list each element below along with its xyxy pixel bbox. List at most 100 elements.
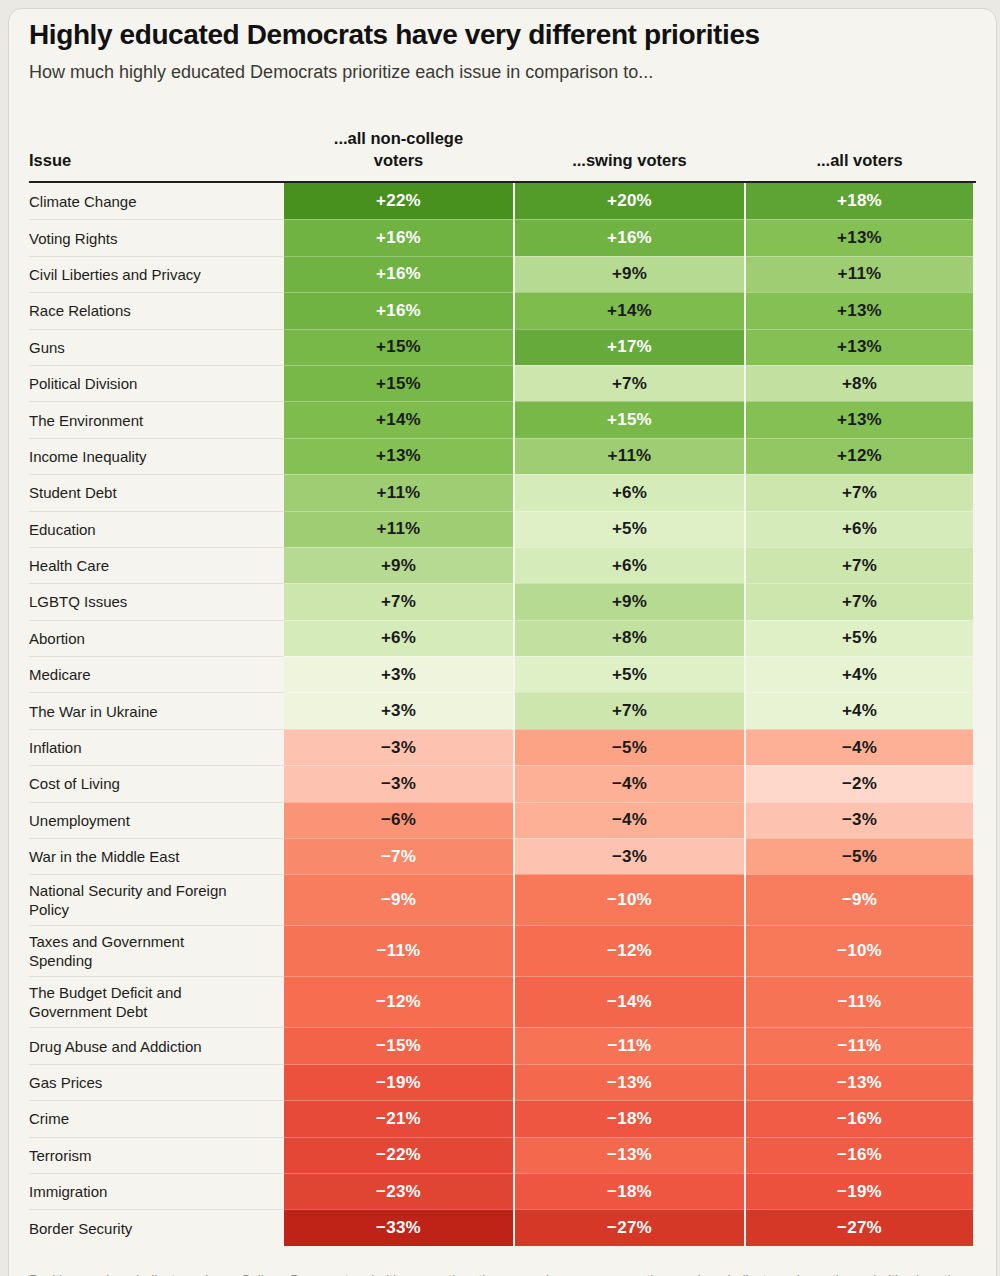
heatmap-cell: −7%: [284, 838, 513, 874]
heatmap-cell: −10%: [746, 925, 973, 976]
heatmap-cell: −4%: [515, 765, 744, 801]
heatmap-cell: −3%: [284, 765, 513, 801]
table-row: Gas Prices−19%−13%−13%: [29, 1064, 976, 1100]
table-row: Political Division+15%+7%+8%: [29, 365, 976, 401]
heatmap-cell: −10%: [515, 874, 744, 925]
heatmap-cell: −13%: [515, 1137, 744, 1173]
table-row: Taxes and Government Spending−11%−12%−10…: [29, 925, 976, 976]
column-header-swing: ...swing voters: [515, 149, 744, 171]
issue-label: Drug Abuse and Addiction: [29, 1027, 284, 1063]
heatmap-cell: +16%: [284, 292, 513, 328]
table-row: National Security and Foreign Policy−9%−…: [29, 874, 976, 925]
chart-title: Highly educated Democrats have very diff…: [29, 19, 976, 51]
column-header-issue: Issue: [29, 149, 284, 171]
heatmap-cell: −18%: [515, 1173, 744, 1209]
heatmap-cell: +7%: [746, 547, 973, 583]
issue-label: Inflation: [29, 729, 284, 765]
table-row: Abortion+6%+8%+5%: [29, 620, 976, 656]
heatmap-cell: +7%: [746, 583, 973, 619]
table-row: The Budget Deficit and Government Debt−1…: [29, 976, 976, 1027]
issue-label: Climate Change: [29, 183, 284, 219]
heatmap-cell: +16%: [284, 256, 513, 292]
heatmap-cell: +5%: [746, 620, 973, 656]
heatmap-cell: −11%: [746, 976, 973, 1027]
issue-label: National Security and Foreign Policy: [29, 874, 284, 925]
heatmap-cell: +12%: [746, 438, 973, 474]
issue-label: The War in Ukraine: [29, 692, 284, 728]
table-row: Health Care+9%+6%+7%: [29, 547, 976, 583]
heatmap-table: Issue ...all non-college voters ...swing…: [29, 127, 976, 1246]
issue-label: Gas Prices: [29, 1064, 284, 1100]
heatmap-cell: −11%: [515, 1027, 744, 1063]
heatmap-cell: +9%: [515, 583, 744, 619]
heatmap-cell: −18%: [515, 1100, 744, 1136]
heatmap-cell: +11%: [284, 511, 513, 547]
table-header-row: Issue ...all non-college voters ...swing…: [29, 127, 976, 181]
heatmap-cell: −5%: [746, 838, 973, 874]
issue-label: The Budget Deficit and Government Debt: [29, 976, 284, 1027]
heatmap-cell: +9%: [515, 256, 744, 292]
heatmap-cell: +14%: [284, 401, 513, 437]
issue-label: LGBTQ Issues: [29, 583, 284, 619]
footnote: Positive numbers indicate an issue Colle…: [29, 1272, 976, 1276]
heatmap-cell: −15%: [284, 1027, 513, 1063]
heatmap-cell: −19%: [284, 1064, 513, 1100]
heatmap-cell: +13%: [284, 438, 513, 474]
heatmap-cell: +13%: [746, 401, 973, 437]
issue-label: Race Relations: [29, 292, 284, 328]
issue-label: Income Inequality: [29, 438, 284, 474]
issue-label: Political Division: [29, 365, 284, 401]
heatmap-cell: +17%: [515, 329, 744, 365]
issue-label: Crime: [29, 1100, 284, 1136]
issue-label: War in the Middle East: [29, 838, 284, 874]
heatmap-cell: +13%: [746, 219, 973, 255]
heatmap-cell: +11%: [515, 438, 744, 474]
table-row: Income Inequality+13%+11%+12%: [29, 438, 976, 474]
heatmap-cell: −13%: [746, 1064, 973, 1100]
heatmap-cell: +8%: [746, 365, 973, 401]
heatmap-cell: +7%: [515, 365, 744, 401]
heatmap-cell: −19%: [746, 1173, 973, 1209]
heatmap-cell: −27%: [515, 1209, 744, 1245]
heatmap-cell: −5%: [515, 729, 744, 765]
heatmap-cell: +22%: [284, 183, 513, 219]
issue-label: Border Security: [29, 1209, 284, 1245]
heatmap-cell: +4%: [746, 656, 973, 692]
heatmap-cell: −9%: [284, 874, 513, 925]
heatmap-cell: +15%: [284, 365, 513, 401]
chart-card: Highly educated Democrats have very diff…: [8, 8, 997, 1276]
heatmap-cell: +5%: [515, 511, 744, 547]
table-row: Climate Change+22%+20%+18%: [29, 183, 976, 219]
issue-label: Health Care: [29, 547, 284, 583]
table-row: Drug Abuse and Addiction−15%−11%−11%: [29, 1027, 976, 1063]
table-row: Race Relations+16%+14%+13%: [29, 292, 976, 328]
issue-label: Taxes and Government Spending: [29, 925, 284, 976]
heatmap-cell: +3%: [284, 656, 513, 692]
table-row: Terrorism−22%−13%−16%: [29, 1137, 976, 1173]
heatmap-cell: −3%: [284, 729, 513, 765]
heatmap-cell: −11%: [746, 1027, 973, 1063]
heatmap-cell: +13%: [746, 329, 973, 365]
heatmap-cell: −6%: [284, 802, 513, 838]
heatmap-cell: −16%: [746, 1100, 973, 1136]
issue-label: Terrorism: [29, 1137, 284, 1173]
table-row: Border Security−33%−27%−27%: [29, 1209, 976, 1245]
heatmap-cell: −13%: [515, 1064, 744, 1100]
issue-label: Voting Rights: [29, 219, 284, 255]
table-row: War in the Middle East−7%−3%−5%: [29, 838, 976, 874]
issue-label: Abortion: [29, 620, 284, 656]
heatmap-cell: −21%: [284, 1100, 513, 1136]
table-row: LGBTQ Issues+7%+9%+7%: [29, 583, 976, 619]
heatmap-cell: +20%: [515, 183, 744, 219]
column-header-all: ...all voters: [746, 149, 973, 171]
table-row: Student Debt+11%+6%+7%: [29, 474, 976, 510]
heatmap-cell: −33%: [284, 1209, 513, 1245]
table-row: Civil Liberties and Privacy+16%+9%+11%: [29, 256, 976, 292]
heatmap-cell: −23%: [284, 1173, 513, 1209]
heatmap-cell: −12%: [284, 976, 513, 1027]
issue-label: Guns: [29, 329, 284, 365]
issue-label: Medicare: [29, 656, 284, 692]
issue-label: Immigration: [29, 1173, 284, 1209]
heatmap-cell: −14%: [515, 976, 744, 1027]
issue-label: Cost of Living: [29, 765, 284, 801]
